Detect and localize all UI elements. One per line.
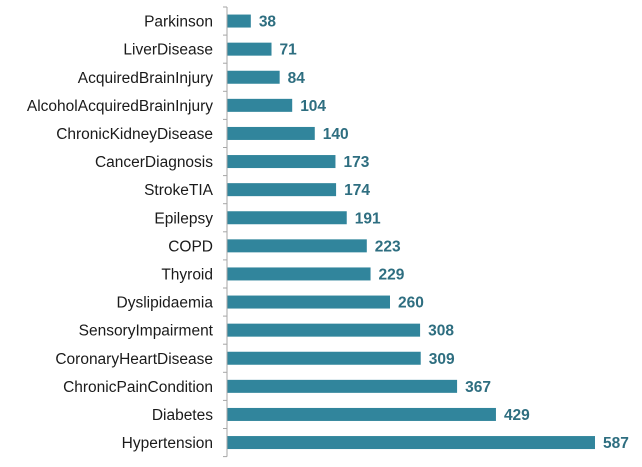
value-label: 260 xyxy=(398,295,424,312)
value-label: 174 xyxy=(344,182,370,199)
value-label: 229 xyxy=(379,266,405,283)
bar-hypertension xyxy=(227,436,595,450)
category-label: Thyroid xyxy=(161,266,213,283)
value-label: 429 xyxy=(504,407,530,424)
category-label: CancerDiagnosis xyxy=(95,154,213,171)
bar-diabetes xyxy=(227,407,496,421)
category-label: Dyslipidaemia xyxy=(117,295,214,312)
category-label: AlcoholAcquiredBrainInjury xyxy=(27,98,213,115)
bar-acquiredbraininjury xyxy=(227,70,280,84)
value-label: 173 xyxy=(343,154,369,171)
category-label: Parkinson xyxy=(144,14,213,31)
category-label: ChronicKidneyDisease xyxy=(56,126,213,143)
category-label: COPD xyxy=(168,238,213,255)
category-label: LiverDisease xyxy=(123,42,213,59)
bar-sensoryimpairment xyxy=(227,323,421,337)
value-label: 587 xyxy=(603,435,629,452)
bar-chronicpaincondition xyxy=(227,379,458,393)
category-label: CoronaryHeartDisease xyxy=(55,351,213,368)
category-label: StrokeTIA xyxy=(144,182,214,199)
bar-stroketia xyxy=(227,183,337,197)
bar-thyroid xyxy=(227,267,371,281)
category-label: Epilepsy xyxy=(154,210,213,227)
value-label: 308 xyxy=(428,323,454,340)
category-label: Hypertension xyxy=(122,435,213,452)
category-label: ChronicPainCondition xyxy=(63,379,213,396)
value-label: 309 xyxy=(429,351,455,368)
value-label: 71 xyxy=(280,42,298,59)
value-label: 367 xyxy=(465,379,491,396)
value-label: 223 xyxy=(375,238,401,255)
bar-copd xyxy=(227,239,367,253)
value-label: 191 xyxy=(355,210,381,227)
bars-group xyxy=(227,14,595,450)
category-labels-group: Parkinson LiverDisease AcquiredBrainInjury… xyxy=(27,14,214,452)
category-label: SensoryImpairment xyxy=(79,323,214,340)
bar-epilepsy xyxy=(227,211,347,225)
bar-liverdisease xyxy=(227,42,272,56)
bar-coronaryheartdisease xyxy=(227,351,421,365)
value-label: 38 xyxy=(259,14,277,31)
bar-chronickidneydisease xyxy=(227,126,315,140)
bar-cancerdiagnosis xyxy=(227,155,336,169)
bar-alcoholacquiredbraininjury xyxy=(227,98,293,112)
category-label: Diabetes xyxy=(152,407,213,424)
value-label: 104 xyxy=(300,98,326,115)
category-label: AcquiredBrainInjury xyxy=(78,70,214,87)
bar-parkinson xyxy=(227,14,251,28)
value-label: 140 xyxy=(323,126,349,143)
value-label: 84 xyxy=(288,70,306,87)
bar-dyslipidaemia xyxy=(227,295,390,309)
